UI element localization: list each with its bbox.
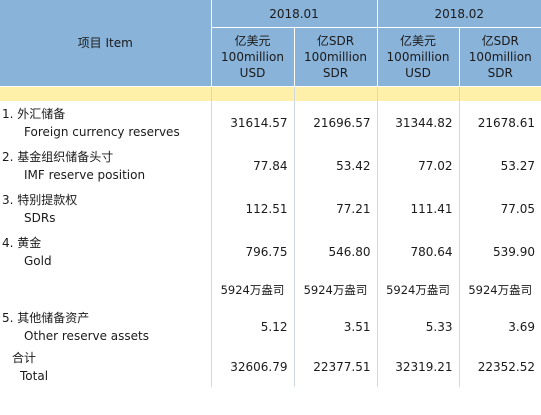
value-cell: 32606.79 bbox=[210, 347, 295, 387]
value-cell: 31344.82 bbox=[376, 101, 460, 144]
row-label bbox=[0, 273, 212, 306]
row-label-cn: 5. 其他储备资产 bbox=[2, 310, 90, 325]
period-header-2018-01: 2018.01 bbox=[210, 0, 378, 28]
value-cell: 780.64 bbox=[376, 230, 460, 273]
value-cell: 31614.57 bbox=[210, 101, 295, 144]
period-header-2018-02: 2018.02 bbox=[376, 0, 541, 28]
row-label: 4. 黄金 Gold bbox=[0, 230, 212, 273]
value-cell: 796.75 bbox=[210, 230, 295, 273]
value-cell: 53.42 bbox=[293, 144, 378, 187]
value-cell: 22377.51 bbox=[293, 347, 378, 387]
item-header-label: 项目 Item bbox=[77, 36, 133, 50]
row-label-en: Total bbox=[20, 369, 49, 383]
row-label-cn: 合计 bbox=[12, 351, 37, 365]
value-cell: 77.84 bbox=[210, 144, 295, 187]
value-cell: 77.05 bbox=[458, 187, 541, 230]
value-cell: 21696.57 bbox=[293, 101, 378, 144]
value-cell: 5924万盎司 bbox=[458, 273, 541, 306]
value-cell: 77.02 bbox=[376, 144, 460, 187]
row-label: 合计 Total bbox=[0, 347, 212, 387]
row-label-en: Other reserve assets bbox=[24, 328, 150, 343]
value-cell: 53.27 bbox=[458, 144, 541, 187]
unit-header-sdr: 亿SDR 100million SDR bbox=[293, 27, 378, 87]
value-cell: 21678.61 bbox=[458, 101, 541, 144]
unit-header-sdr: 亿SDR 100million SDR bbox=[458, 27, 541, 87]
row-label-en: Gold bbox=[24, 253, 52, 268]
unit-header-usd: 亿美元 100million USD bbox=[210, 27, 295, 87]
row-label-en: SDRs bbox=[24, 210, 56, 225]
value-cell: 22352.52 bbox=[458, 347, 541, 387]
row-label: 5. 其他储备资产 Other reserve assets bbox=[0, 306, 212, 347]
value-cell: 5924万盎司 bbox=[376, 273, 460, 306]
value-cell: 5924万盎司 bbox=[293, 273, 378, 306]
value-cell: 5.12 bbox=[210, 306, 295, 347]
table-row: 4. 黄金 Gold 796.75 546.80 780.64 539.90 bbox=[0, 230, 541, 273]
row-label: 3. 特别提款权 SDRs bbox=[0, 187, 212, 230]
row-label-cn: 2. 基金组织储备头寸 bbox=[2, 149, 114, 164]
row-label-cn: 4. 黄金 bbox=[2, 235, 42, 250]
table-row: 1. 外汇储备 Foreign currency reserves 31614.… bbox=[0, 101, 541, 144]
row-label-cn: 1. 外汇储备 bbox=[2, 106, 66, 121]
value-cell: 3.69 bbox=[458, 306, 541, 347]
row-label: 1. 外汇储备 Foreign currency reserves bbox=[0, 101, 212, 144]
value-cell: 5.33 bbox=[376, 306, 460, 347]
value-cell: 112.51 bbox=[210, 187, 295, 230]
table-row: 3. 特别提款权 SDRs 112.51 77.21 111.41 77.05 bbox=[0, 187, 541, 230]
table-row: 2. 基金组织储备头寸 IMF reserve position 77.84 5… bbox=[0, 144, 541, 187]
total-row: 合计 Total 32606.79 22377.51 32319.21 2235… bbox=[0, 347, 541, 387]
row-label: 2. 基金组织储备头寸 IMF reserve position bbox=[0, 144, 212, 187]
value-cell: 546.80 bbox=[293, 230, 378, 273]
value-cell: 5924万盎司 bbox=[210, 273, 295, 306]
row-label-en: Foreign currency reserves bbox=[24, 124, 180, 139]
value-cell: 3.51 bbox=[293, 306, 378, 347]
item-column-header: 项目 Item bbox=[0, 0, 212, 87]
header-period-row: 项目 Item 2018.01 2018.02 bbox=[0, 0, 541, 87]
reserve-assets-table: 项目 Item 2018.01 2018.02 亿美元 100million U… bbox=[0, 0, 541, 387]
row-label-en: IMF reserve position bbox=[24, 167, 146, 182]
header-unit-row: 亿美元 100million USD 亿SDR 100million SDR 亿… bbox=[0, 27, 541, 87]
value-cell: 77.21 bbox=[293, 187, 378, 230]
value-cell: 111.41 bbox=[376, 187, 460, 230]
row-label-cn: 3. 特别提款权 bbox=[2, 192, 78, 207]
separator-band bbox=[0, 86, 541, 101]
table-row: 5924万盎司 5924万盎司 5924万盎司 5924万盎司 bbox=[0, 273, 541, 306]
table-row: 5. 其他储备资产 Other reserve assets 5.12 3.51… bbox=[0, 306, 541, 347]
value-cell: 539.90 bbox=[458, 230, 541, 273]
value-cell: 32319.21 bbox=[376, 347, 460, 387]
unit-header-usd: 亿美元 100million USD bbox=[376, 27, 460, 87]
